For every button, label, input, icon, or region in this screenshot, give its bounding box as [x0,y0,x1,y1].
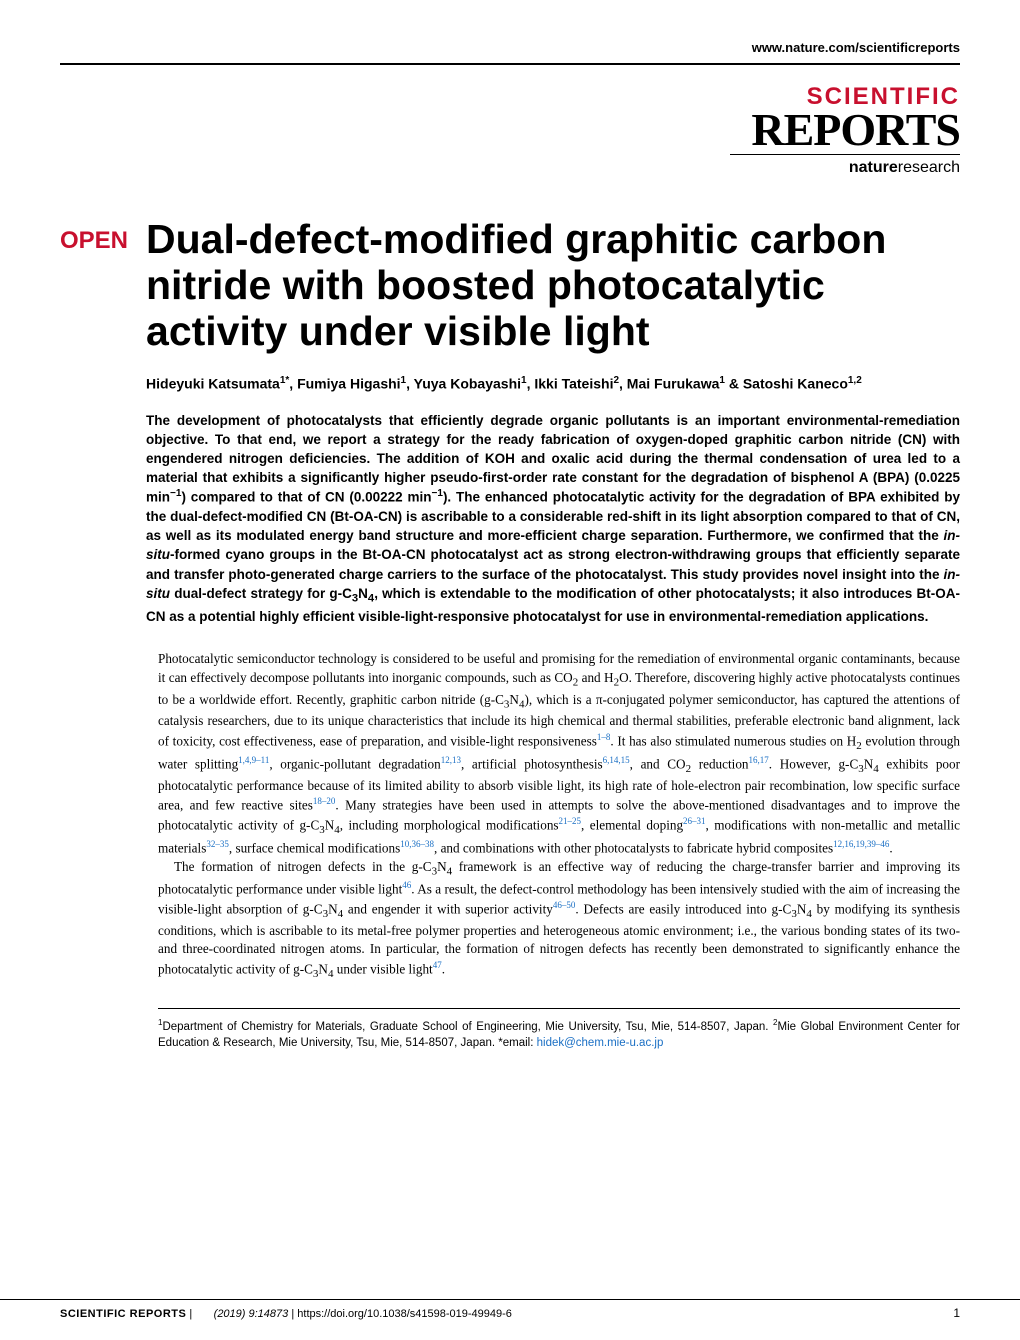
footer-citation: SCIENTIFIC REPORTS | (2019) 9:14873 | ht… [60,1308,512,1320]
open-access-badge: OPEN [60,217,128,255]
journal-logo: SCIENTIFIC REPORTS natureresearch [60,85,960,177]
paragraph-1: Photocatalytic semiconductor technology … [158,650,960,857]
page-footer: SCIENTIFIC REPORTS | (2019) 9:14873 | ht… [0,1299,1020,1320]
title-block: Dual-defect-modified graphitic carbon ni… [146,217,960,650]
journal-url[interactable]: www.nature.com/scientificreports [60,40,960,55]
author-list: Hideyuki Katsumata1*, Fumiya Higashi1, Y… [146,373,960,395]
page-number: 1 [953,1306,960,1320]
article-title: Dual-defect-modified graphitic carbon ni… [146,217,960,355]
abstract: The development of photocatalysts that e… [146,411,960,627]
page-container: www.nature.com/scientificreports SCIENTI… [0,0,1020,1340]
body-text: Photocatalytic semiconductor technology … [158,650,960,981]
logo-publisher: natureresearch [60,159,960,177]
logo-word-reports: REPORTS [60,109,960,150]
article-head: OPEN Dual-defect-modified graphitic carb… [60,217,960,650]
paragraph-2: The formation of nitrogen defects in the… [158,858,960,982]
affiliations: 1Department of Chemistry for Materials, … [158,1008,960,1052]
header-rule [60,63,960,65]
